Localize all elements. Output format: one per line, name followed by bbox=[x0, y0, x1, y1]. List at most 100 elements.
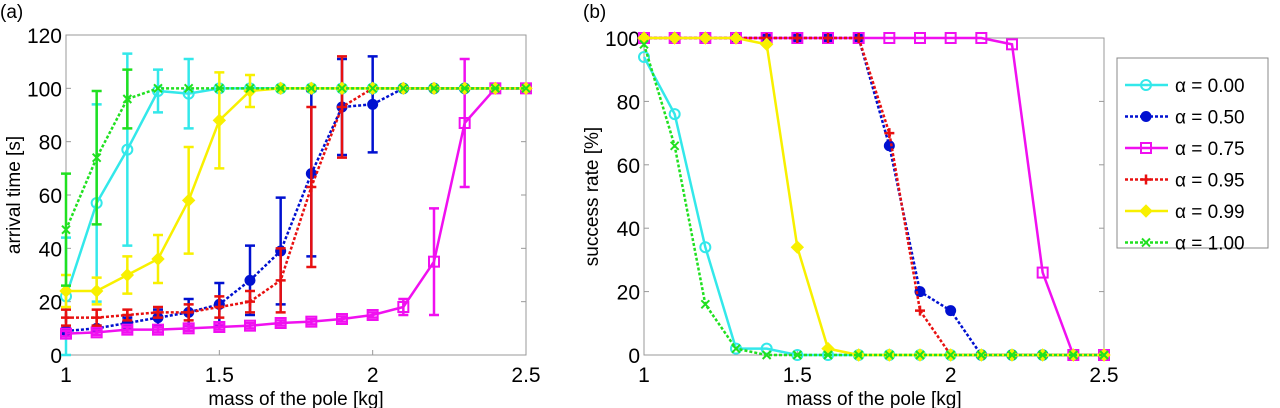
data-point bbox=[883, 32, 896, 44]
data-point bbox=[90, 326, 103, 339]
data-point bbox=[914, 286, 926, 298]
data-point bbox=[669, 141, 680, 151]
data-point bbox=[305, 315, 318, 328]
data-point bbox=[853, 350, 864, 360]
error-bar bbox=[275, 319, 286, 327]
y-tick-label: 40 bbox=[39, 238, 62, 261]
data-point bbox=[1068, 350, 1079, 360]
y-axis-label: success rate [%] bbox=[582, 127, 603, 266]
data-point bbox=[638, 51, 650, 64]
data-point bbox=[699, 241, 712, 254]
legend-entry: α = 0.99 bbox=[1175, 202, 1245, 223]
series-line bbox=[65, 87, 526, 335]
data-point bbox=[214, 302, 225, 312]
error-bar bbox=[459, 57, 470, 189]
data-point bbox=[275, 275, 286, 286]
data-point bbox=[639, 39, 649, 50]
data-point bbox=[490, 83, 501, 94]
error-bar bbox=[61, 329, 71, 338]
data-point bbox=[729, 31, 743, 45]
y-tick-label: 20 bbox=[617, 282, 640, 305]
data-point bbox=[459, 83, 470, 94]
series-line bbox=[64, 87, 526, 231]
data-point bbox=[884, 128, 895, 139]
data-point bbox=[397, 301, 410, 313]
legend-entry: α = 0.75 bbox=[1175, 139, 1245, 160]
data-point bbox=[668, 108, 681, 121]
legend: α = 0.00 α = 0.50 α = 0.75 α = 0.95 α = 0.99… bbox=[1116, 57, 1269, 255]
y-axis-label: arrival time [s] bbox=[4, 136, 25, 254]
legend-marker bbox=[1140, 79, 1152, 91]
legend-entry: α = 0.00 bbox=[1175, 76, 1245, 97]
data-point bbox=[944, 32, 957, 44]
plot-area bbox=[65, 34, 527, 356]
x-tick-label: 2.5 bbox=[511, 364, 540, 387]
data-point bbox=[61, 224, 71, 235]
legend-entry: α = 0.95 bbox=[1175, 171, 1245, 192]
error-bar bbox=[367, 311, 378, 319]
series-line bbox=[642, 43, 1104, 357]
data-point bbox=[152, 323, 164, 336]
data-point bbox=[122, 94, 133, 104]
data-point bbox=[1036, 266, 1049, 279]
data-point bbox=[914, 32, 926, 44]
x-tick-label: 1.5 bbox=[783, 364, 812, 387]
data-point bbox=[791, 349, 804, 361]
legend-entry: α = 0.50 bbox=[1175, 108, 1245, 129]
data-point bbox=[183, 83, 194, 94]
data-point bbox=[976, 350, 987, 360]
legend-entry: α = 1.00 bbox=[1175, 234, 1245, 255]
data-point bbox=[60, 327, 72, 340]
y-tick-label: 100 bbox=[605, 28, 640, 51]
x-axis-label: mass of the pole [kg] bbox=[786, 389, 961, 408]
data-point bbox=[306, 83, 317, 94]
data-point bbox=[337, 102, 347, 112]
error-bar bbox=[429, 207, 439, 317]
data-point bbox=[244, 319, 256, 332]
panel-b: 1 1.5 2 2.5 0 20 40 60 80 100 mass of the pole [kg… bbox=[582, 2, 1269, 408]
data-point bbox=[915, 350, 925, 360]
legend-marker bbox=[1141, 237, 1151, 248]
data-point bbox=[915, 305, 925, 316]
data-point bbox=[667, 31, 682, 45]
error-bar bbox=[153, 68, 163, 114]
x-tick-label: 1 bbox=[60, 364, 72, 387]
data-point bbox=[521, 83, 531, 94]
legend-marker bbox=[1139, 204, 1153, 218]
data-point bbox=[89, 284, 104, 298]
data-point bbox=[792, 350, 803, 360]
y-tick-label: 20 bbox=[39, 292, 62, 315]
data-point bbox=[153, 307, 163, 318]
data-point bbox=[759, 37, 774, 52]
error-bar bbox=[91, 328, 102, 337]
data-point bbox=[1006, 38, 1018, 51]
data-point bbox=[244, 274, 256, 286]
y-tick-label: 60 bbox=[39, 185, 62, 208]
legend-marker bbox=[1141, 174, 1151, 185]
y-tick-label: 80 bbox=[39, 132, 62, 155]
data-point bbox=[120, 268, 135, 282]
data-point bbox=[212, 113, 227, 128]
data-point bbox=[761, 350, 772, 360]
data-point bbox=[1007, 350, 1017, 360]
data-point bbox=[121, 143, 134, 156]
data-point bbox=[429, 83, 439, 94]
series-2 bbox=[60, 57, 532, 340]
legend-marker bbox=[1140, 142, 1152, 154]
data-point bbox=[698, 31, 713, 45]
data-point bbox=[245, 83, 255, 94]
series-line bbox=[66, 87, 526, 293]
y-tick-label: 120 bbox=[27, 25, 62, 48]
error-bar bbox=[183, 57, 194, 130]
x-tick-label: 1 bbox=[638, 364, 650, 387]
data-point bbox=[366, 309, 379, 321]
data-point bbox=[122, 310, 133, 320]
data-point bbox=[823, 33, 833, 43]
data-point bbox=[1037, 350, 1048, 360]
error-bar bbox=[122, 325, 133, 334]
series-5 bbox=[639, 39, 1109, 360]
error-bar bbox=[337, 315, 347, 323]
panel-label: (a) bbox=[0, 2, 23, 23]
data-point bbox=[275, 83, 286, 94]
